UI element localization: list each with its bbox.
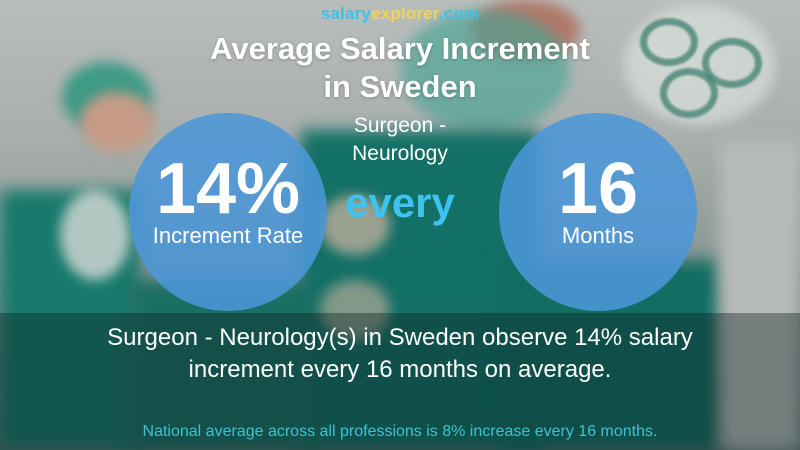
increment-rate-label: Increment Rate xyxy=(152,223,304,248)
every-connector: every xyxy=(345,179,455,226)
page-title: Average Salary Increment in Sweden xyxy=(0,30,800,106)
job-title-line-1: Surgeon - xyxy=(353,114,447,137)
increment-period-circle: 16 Months xyxy=(499,113,697,311)
site-brand-logo[interactable]: salaryexplorer.com xyxy=(0,4,800,24)
increment-period-value: 16 xyxy=(557,149,639,229)
summary-text: Surgeon - Neurology(s) in Sweden observe… xyxy=(0,322,800,386)
brand-part-explorer: explorer xyxy=(371,4,439,23)
national-average-note: National average across all professions … xyxy=(142,423,658,440)
increment-period-label: Months xyxy=(561,223,635,248)
title-line-2: in Sweden xyxy=(323,69,477,104)
summary-line-1: Surgeon - Neurology(s) in Sweden observe… xyxy=(107,324,693,351)
bottom-overlay-band xyxy=(0,313,800,450)
summary-line-2: increment every 16 months on average. xyxy=(188,356,612,383)
increment-rate-value: 14% xyxy=(155,149,301,229)
job-title-line-2: Neurology xyxy=(352,142,448,165)
job-title: Surgeon - Neurology xyxy=(0,112,800,168)
brand-part-domain: .com xyxy=(438,4,480,23)
increment-rate-circle: 14% Increment Rate xyxy=(129,113,327,311)
title-line-1: Average Salary Increment xyxy=(210,31,590,66)
brand-part-salary: salary xyxy=(320,4,372,23)
